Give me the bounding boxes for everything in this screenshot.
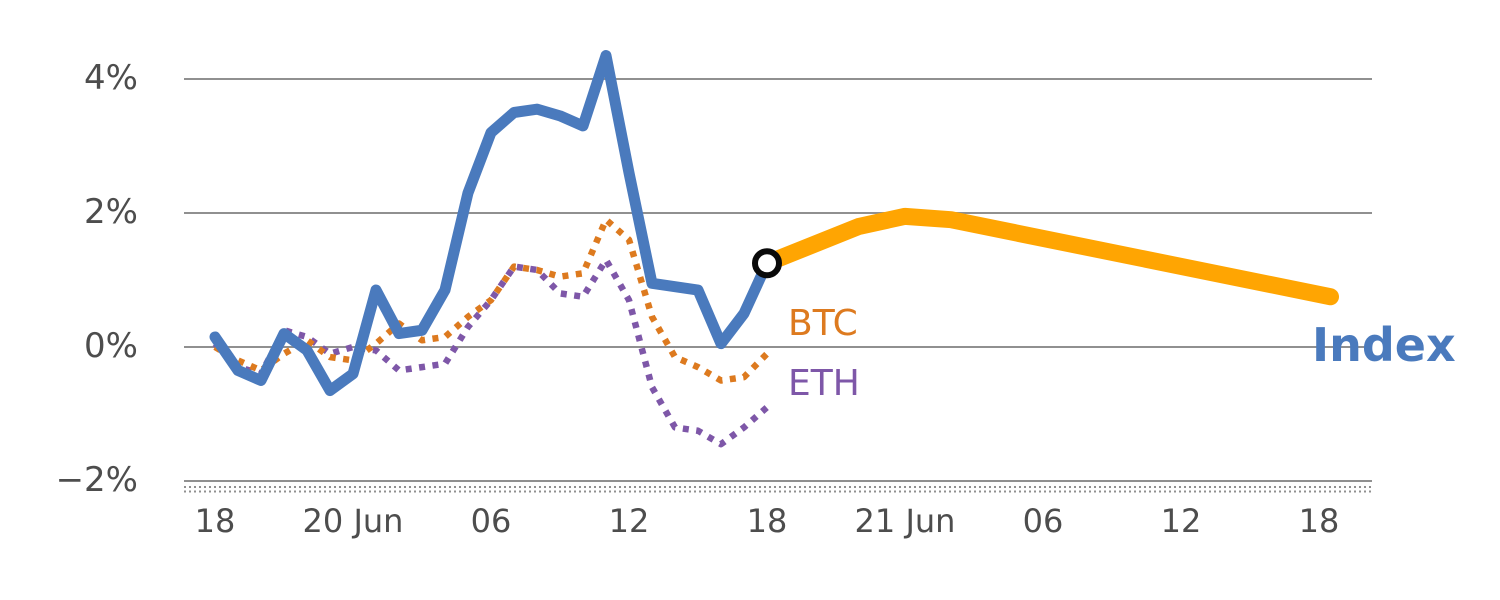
- x-tick-label: 18: [194, 502, 236, 540]
- x-tick-label: 12: [1160, 502, 1202, 540]
- forecast-start-marker: [752, 248, 782, 279]
- eth-series-label: ETH: [788, 363, 860, 404]
- index-series-label: Index: [1312, 318, 1456, 372]
- y-tick-label: 0%: [84, 326, 138, 366]
- x-tick-label: 06: [470, 502, 512, 540]
- x-tick-label: 20 Jun: [302, 502, 404, 540]
- x-tick-label: 12: [608, 502, 650, 540]
- btc-line: [213, 216, 770, 384]
- x-tick-label: 21 Jun: [854, 502, 956, 540]
- eth-line: [212, 256, 770, 448]
- index-forecast-line: [758, 207, 1339, 306]
- x-tick-label: 18: [746, 502, 788, 540]
- y-tick-label: −2%: [55, 460, 138, 500]
- x-tick-label: 18: [1298, 502, 1340, 540]
- index-line: [209, 50, 773, 397]
- btc-series-label: BTC: [788, 303, 858, 344]
- y-tick-label: 2%: [84, 192, 138, 232]
- x-tick-label: 06: [1022, 502, 1064, 540]
- y-tick-label: 4%: [84, 58, 138, 98]
